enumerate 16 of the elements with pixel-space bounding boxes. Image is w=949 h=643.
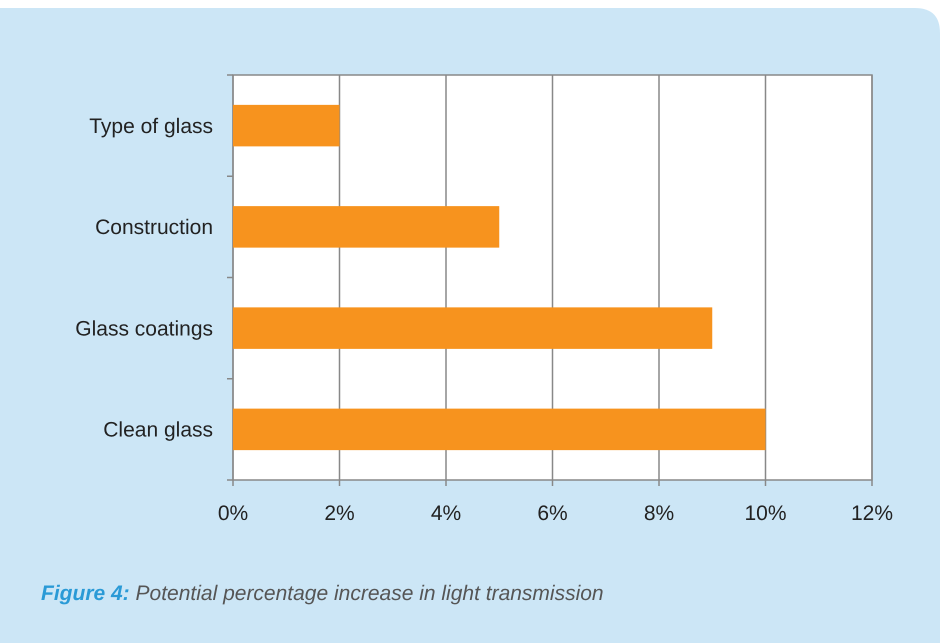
x-tick-label: 2% [324,502,355,525]
x-tick-label: 10% [744,502,787,525]
x-tick-label: 4% [430,502,462,525]
bar [233,408,766,450]
caption: Figure 4: Potential percentage increase in light transmission [41,582,604,605]
y-tick-label: Construction [95,216,213,240]
x-tick-label: 6% [537,502,568,525]
bar [233,104,340,146]
x-tick-label: 8% [644,502,674,525]
y-tick-label: Clean glass [103,418,213,442]
bar [233,206,500,248]
y-tick-label: Glass coatings [75,317,213,340]
y-tick-label: Type of glass [89,114,213,138]
x-tick-label: 12% [850,502,894,525]
bar [233,307,712,349]
x-tick-label: 0% [218,502,248,525]
